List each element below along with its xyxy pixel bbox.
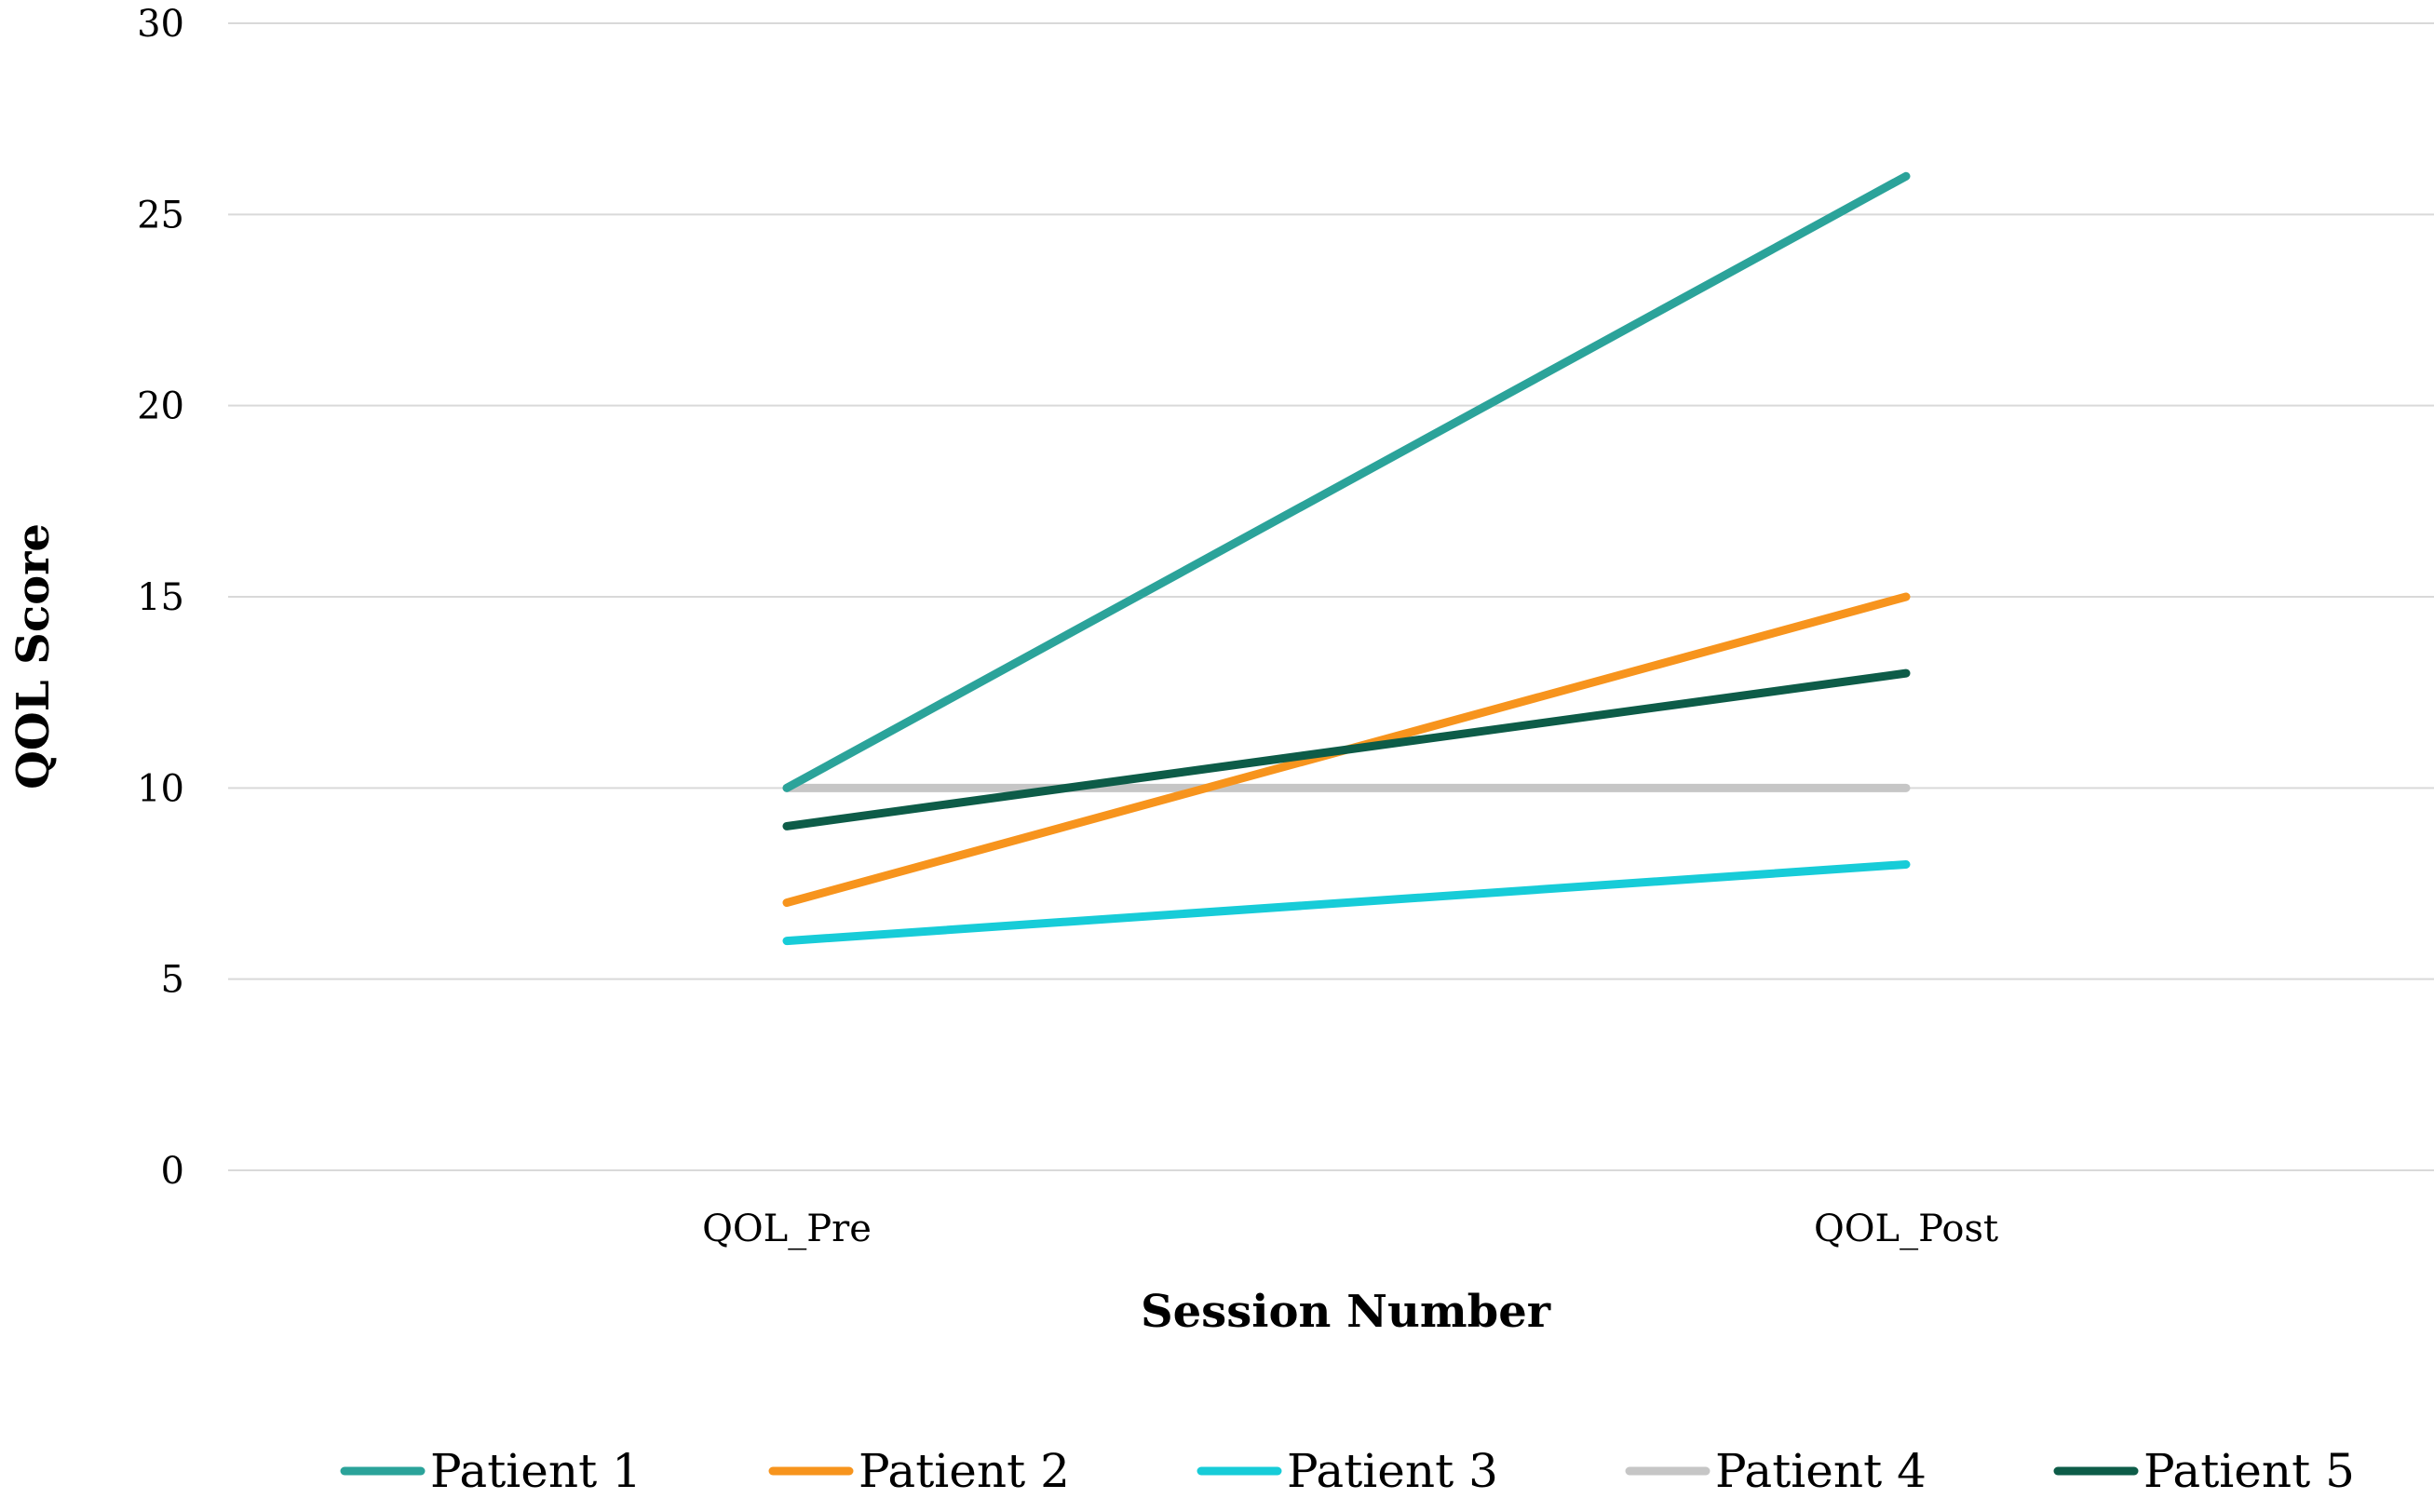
legend-item: Patient 1 [340, 1444, 642, 1498]
grid-lines [228, 22, 2434, 1171]
legend: Patient 1 Patient 2 Patient 3 Patient 4 Pati… [340, 1444, 2355, 1498]
legend-label: Patient 1 [430, 1444, 642, 1498]
series-line-patient-3 [782, 859, 1911, 946]
x-tick-label: QOL_Post [1814, 1208, 1998, 1250]
y-tick-label: 5 [161, 959, 184, 1002]
y-axis-title: QOL Score [7, 523, 60, 790]
y-tick-label: 15 [137, 576, 184, 619]
legend-item: Patient 3 [1197, 1444, 1498, 1498]
y-tick-label: 0 [161, 1150, 184, 1193]
x-tick-label: QOL_Pre [702, 1208, 872, 1250]
legend-item: Patient 4 [1625, 1444, 1927, 1498]
legend-label: Patient 2 [859, 1444, 1070, 1498]
legend-item: Patient 5 [2053, 1444, 2355, 1498]
y-tick-label: 20 [137, 385, 184, 428]
x-tick-labels: QOL_Pre QOL_Post [702, 1208, 1998, 1250]
x-axis-title: Session Number [1141, 1286, 1551, 1338]
legend-label: Patient 3 [1287, 1444, 1498, 1498]
y-tick-label: 30 [137, 3, 184, 46]
y-tick-labels: 0 5 10 15 20 25 30 [137, 3, 184, 1193]
y-tick-label: 25 [137, 194, 184, 236]
series-lines [782, 171, 1911, 946]
legend-item: Patient 2 [768, 1444, 1070, 1498]
legend-label: Patient 4 [1715, 1444, 1927, 1498]
series-line-patient-5 [782, 668, 1911, 830]
y-tick-label: 10 [137, 767, 184, 810]
legend-label: Patient 5 [2143, 1444, 2355, 1498]
series-line-patient-1 [782, 171, 1911, 792]
